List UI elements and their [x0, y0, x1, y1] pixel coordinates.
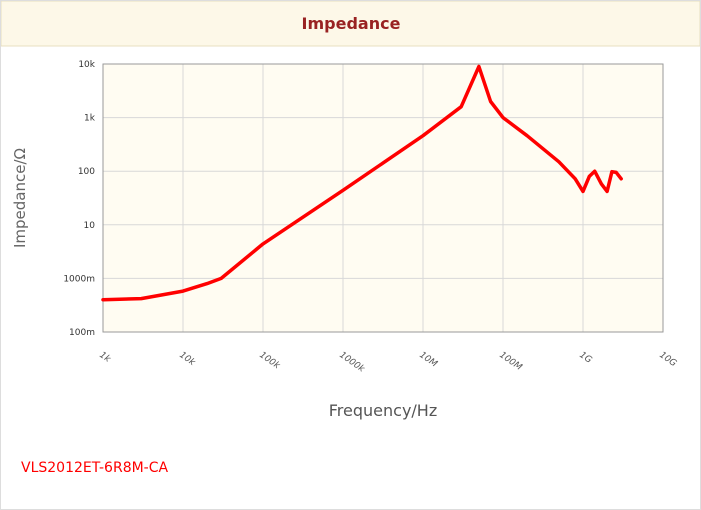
plot-area — [103, 64, 663, 332]
y-axis-label: Impedance/Ω — [11, 148, 29, 248]
y-tick-label: 10k — [78, 60, 95, 70]
legend-label: VLS2012ET-6R8M-CA — [21, 460, 169, 476]
y-tick-label: 1k — [84, 114, 96, 124]
y-tick-label: 10 — [84, 221, 96, 231]
x-tick-label: 1G — [577, 350, 593, 365]
x-tick-label: 100M — [497, 350, 523, 373]
x-tick-label: 100k — [257, 350, 282, 371]
x-tick-label: 10G — [657, 350, 678, 369]
y-tick-label: 100 — [78, 167, 95, 177]
line-series — [101, 64, 623, 302]
chart-title: Impedance — [302, 14, 401, 33]
x-tick-label: 1k — [97, 350, 112, 365]
plot-border — [102, 63, 664, 333]
x-tick-label: 10k — [177, 350, 197, 368]
y-tick-label: 1000m — [63, 274, 95, 284]
x-tick-label: 1000k — [337, 350, 366, 375]
x-tick-label: 10M — [417, 350, 439, 369]
x-axis-label: Frequency/Hz — [329, 401, 437, 420]
y-tick-label: 100m — [69, 328, 95, 338]
title-bar — [1, 1, 700, 47]
